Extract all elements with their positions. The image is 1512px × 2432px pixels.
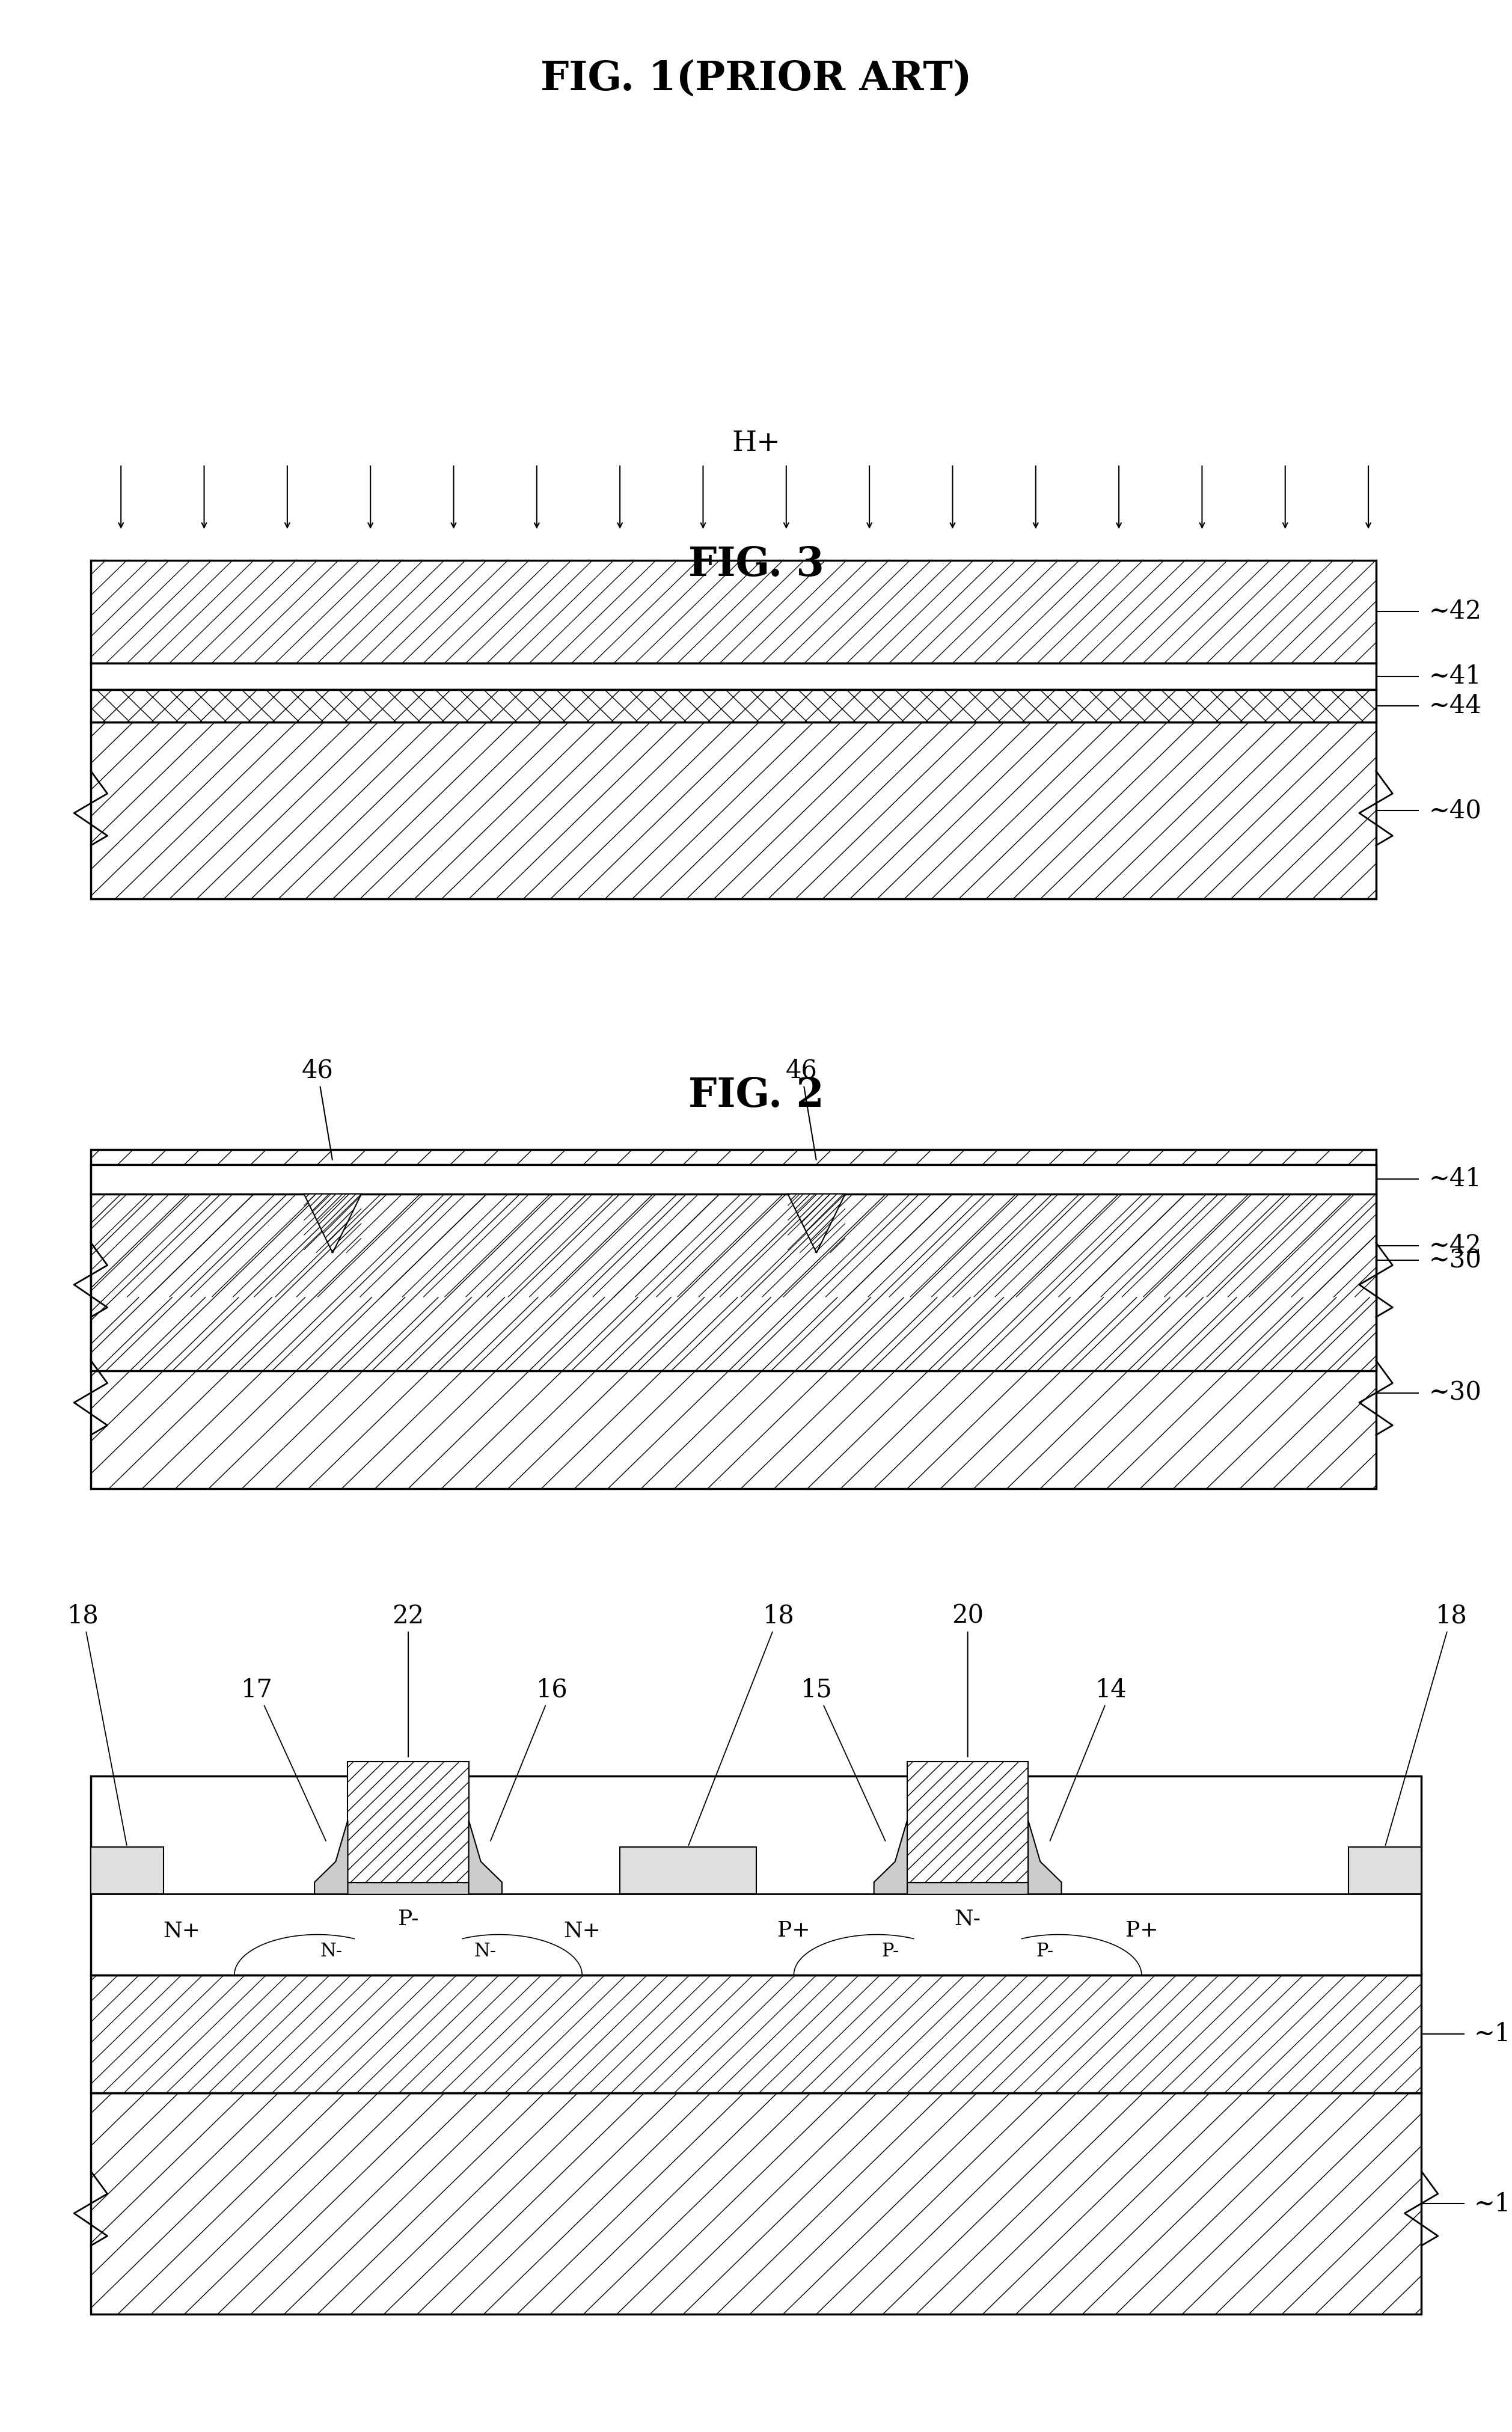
Polygon shape (1028, 1819, 1061, 1895)
Text: H+: H+ (732, 430, 780, 457)
Text: N-: N- (475, 1943, 496, 1960)
Bar (91, 1194, 1376, 1296)
Bar (91, 1296, 1376, 1488)
Text: 22: 22 (392, 1603, 425, 1756)
Text: ~42: ~42 (1429, 1233, 1482, 1257)
Bar (91, 1775, 1421, 1975)
Text: 18: 18 (1385, 1603, 1467, 1846)
Text: N-: N- (321, 1943, 342, 1960)
Text: P+: P+ (777, 1921, 810, 1941)
Bar (348, 1761, 469, 1882)
Text: ~12: ~12 (1474, 2021, 1512, 2048)
Text: FIG. 2: FIG. 2 (688, 1075, 824, 1114)
Polygon shape (874, 1819, 907, 1895)
Bar (620, 1846, 756, 1895)
Text: FIG. 1(PRIOR ART): FIG. 1(PRIOR ART) (540, 58, 972, 97)
Text: ~42: ~42 (1429, 598, 1482, 625)
Text: ~40: ~40 (1429, 798, 1482, 824)
Text: N+: N+ (163, 1921, 200, 1941)
Text: P-: P- (398, 1909, 419, 1929)
Polygon shape (304, 1194, 361, 1252)
Text: P-: P- (881, 1943, 900, 1960)
Text: FIG. 3: FIG. 3 (688, 545, 824, 584)
Text: P-: P- (1036, 1943, 1054, 1960)
Text: ~41: ~41 (1429, 664, 1482, 688)
Bar (91, 1165, 1376, 1194)
Text: 15: 15 (800, 1678, 886, 1841)
Bar (91, 2094, 1421, 2315)
Bar (91, 691, 1376, 722)
Bar (907, 1761, 1028, 1882)
Text: 46: 46 (301, 1058, 334, 1160)
Text: ~30: ~30 (1429, 1248, 1482, 1272)
Bar (348, 1882, 469, 1895)
Text: 18: 18 (688, 1603, 794, 1846)
Polygon shape (314, 1819, 348, 1895)
Text: N+: N+ (564, 1921, 600, 1941)
Polygon shape (788, 1194, 845, 1252)
Bar (91, 1975, 1421, 2094)
Text: 20: 20 (951, 1603, 984, 1756)
Text: ~41: ~41 (1429, 1167, 1482, 1192)
Text: 14: 14 (1049, 1678, 1128, 1841)
Polygon shape (469, 1819, 502, 1895)
Bar (91, 722, 1376, 900)
Text: 16: 16 (490, 1678, 567, 1841)
Text: 18: 18 (68, 1603, 127, 1846)
Text: ~30: ~30 (1429, 1381, 1482, 1406)
Text: 46: 46 (785, 1058, 818, 1160)
Text: ~44: ~44 (1429, 693, 1482, 717)
Text: 17: 17 (240, 1678, 327, 1841)
Bar (907, 1882, 1028, 1895)
Bar (91, 1150, 1376, 1372)
Bar (91, 664, 1376, 691)
Text: P+: P+ (1125, 1921, 1158, 1941)
Bar (1349, 1846, 1421, 1895)
Bar (91, 1846, 163, 1895)
Text: ~10: ~10 (1474, 2191, 1512, 2216)
Bar (91, 559, 1376, 664)
Text: N-: N- (954, 1909, 981, 1929)
